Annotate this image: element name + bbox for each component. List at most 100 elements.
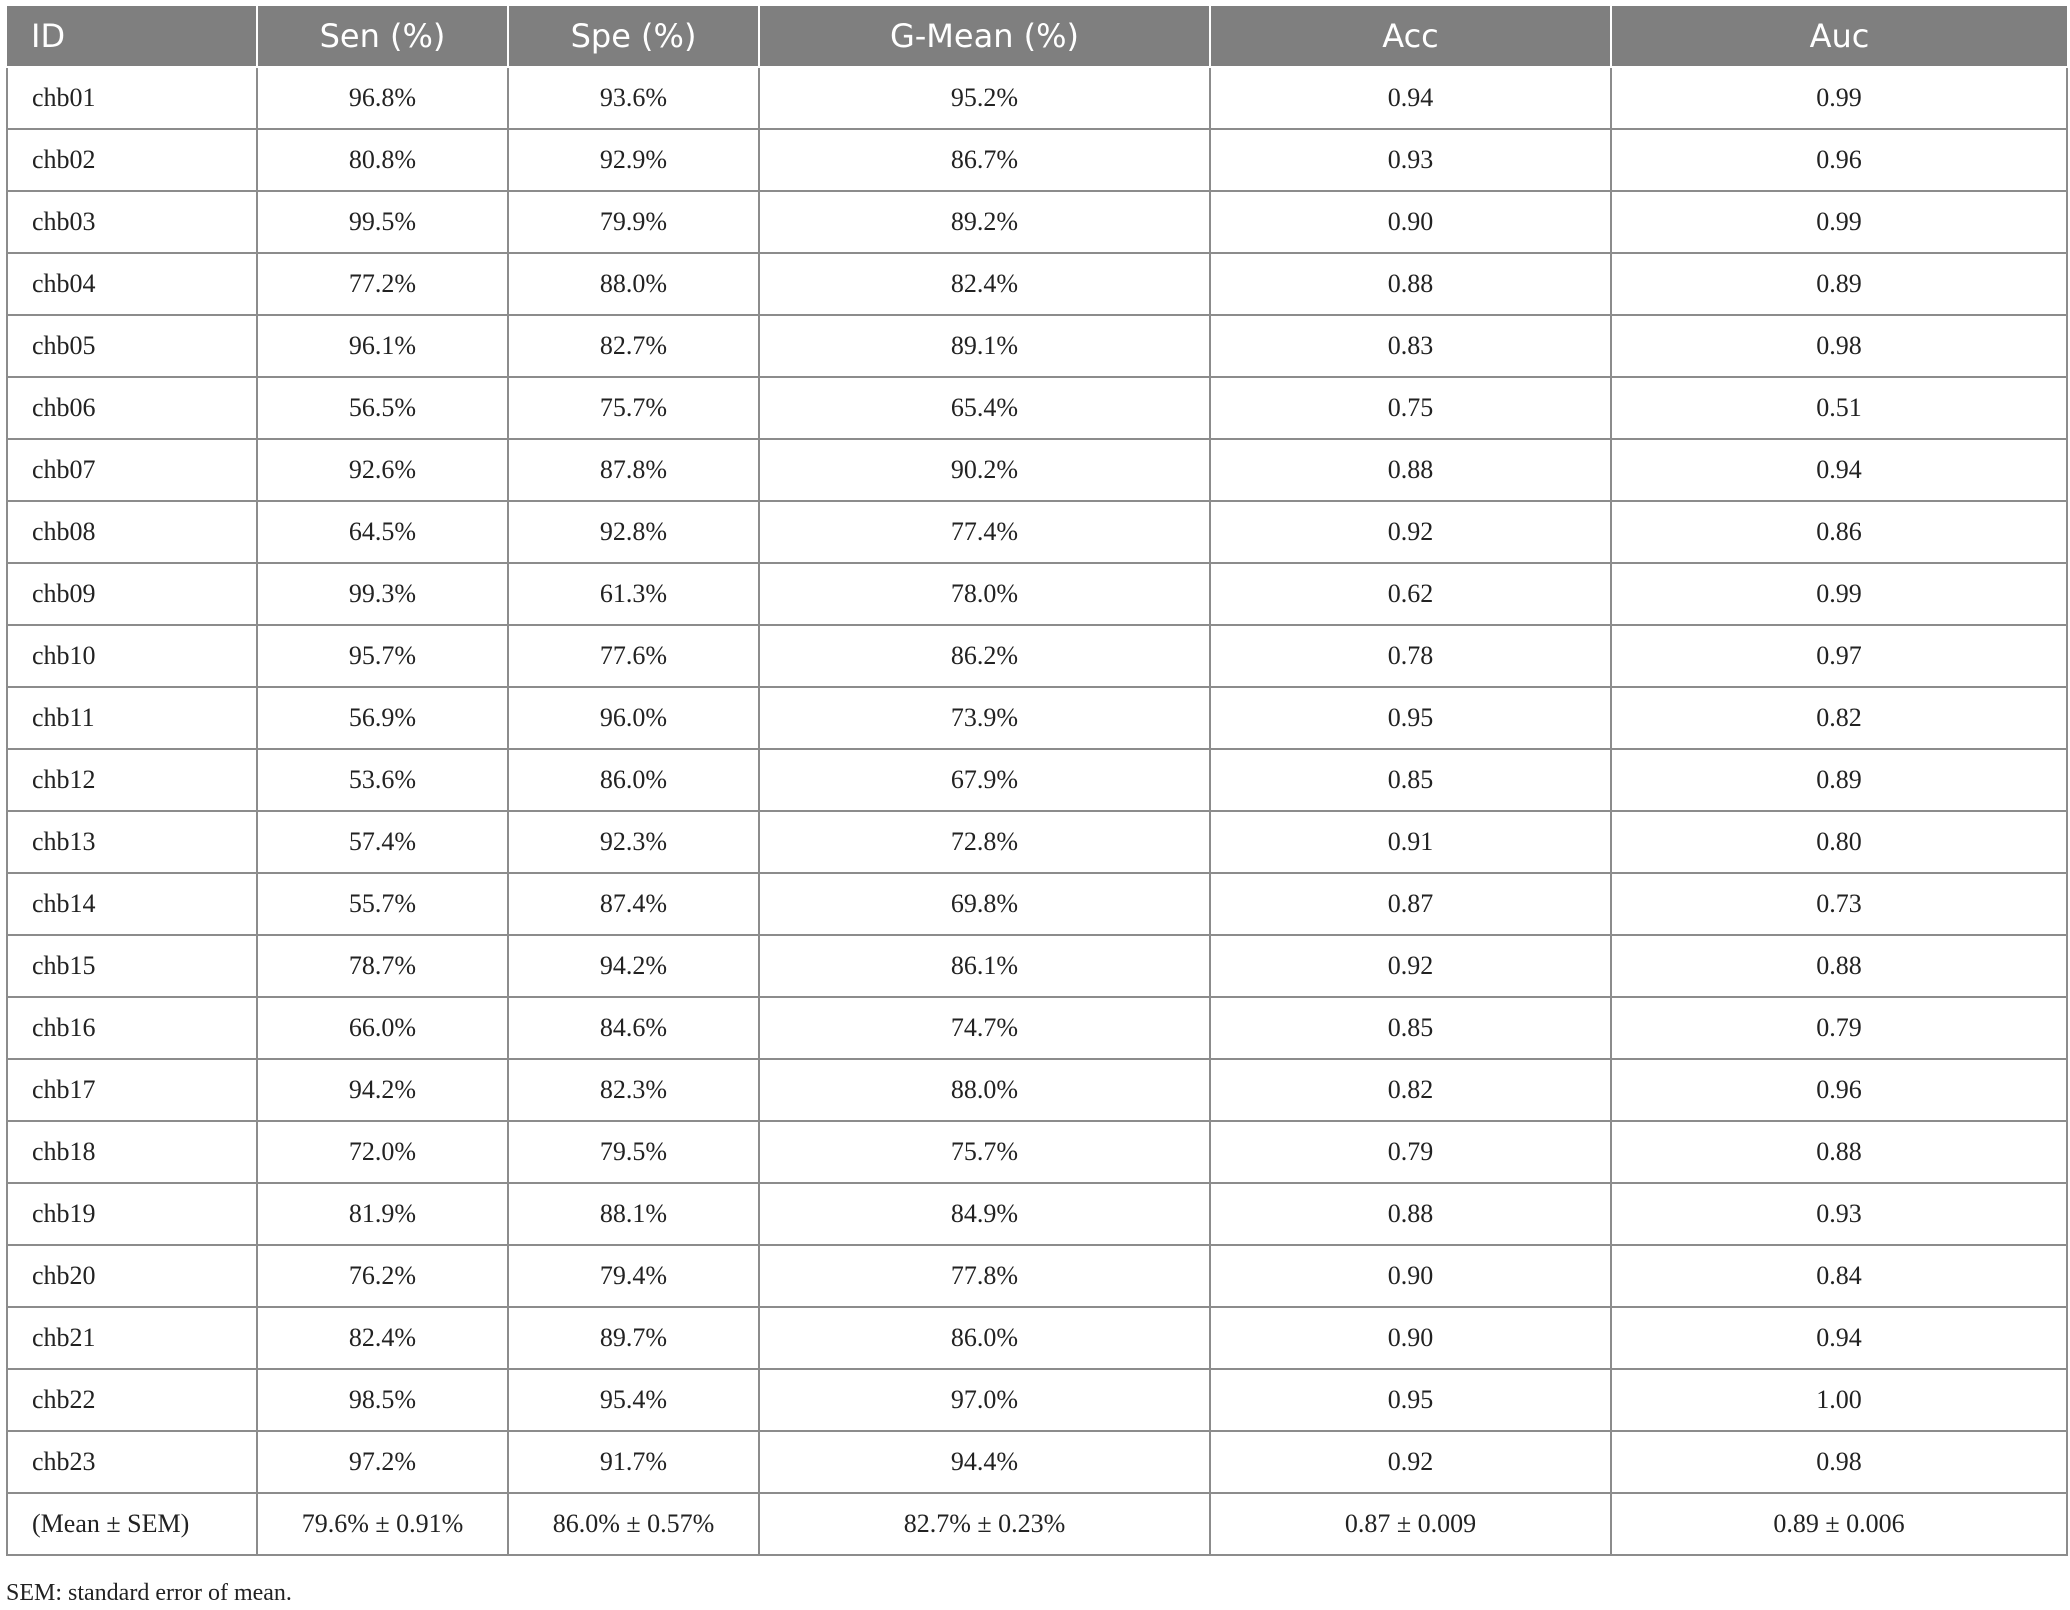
row-id-cell: chb07 bbox=[6, 438, 258, 502]
table-cell: 96.8% bbox=[256, 66, 509, 130]
table-cell: 56.5% bbox=[256, 376, 509, 440]
table-cell: 82.7% ± 0.23% bbox=[758, 1492, 1211, 1556]
table-cell: 53.6% bbox=[256, 748, 509, 812]
table-cell: 92.8% bbox=[507, 500, 760, 564]
table-cell: 0.91 bbox=[1209, 810, 1612, 874]
row-id-cell: chb23 bbox=[6, 1430, 258, 1494]
table-cell: 0.89 bbox=[1610, 748, 2068, 812]
table-cell: 88.0% bbox=[758, 1058, 1211, 1122]
table-cell: 79.5% bbox=[507, 1120, 760, 1184]
table-row: chb23 97.2% 91.7% 94.4% 0.92 0.98 bbox=[6, 1430, 2068, 1494]
table-cell: 0.88 bbox=[1610, 1120, 2068, 1184]
table-cell: 78.0% bbox=[758, 562, 1211, 626]
table-cell: 94.2% bbox=[256, 1058, 509, 1122]
table-cell: 87.8% bbox=[507, 438, 760, 502]
row-id-cell: chb20 bbox=[6, 1244, 258, 1308]
table-cell: 99.3% bbox=[256, 562, 509, 626]
table-cell: 0.84 bbox=[1610, 1244, 2068, 1308]
table-cell: 0.95 bbox=[1209, 1368, 1612, 1432]
table-cell: 88.1% bbox=[507, 1182, 760, 1246]
table-row: chb12 53.6% 86.0% 67.9% 0.85 0.89 bbox=[6, 748, 2068, 812]
table-row: chb11 56.9% 96.0% 73.9% 0.95 0.82 bbox=[6, 686, 2068, 750]
table-cell: 55.7% bbox=[256, 872, 509, 936]
row-id-cell: chb21 bbox=[6, 1306, 258, 1370]
table-cell: 78.7% bbox=[256, 934, 509, 998]
table-row: chb06 56.5% 75.7% 65.4% 0.75 0.51 bbox=[6, 376, 2068, 440]
table-cell: 0.85 bbox=[1209, 996, 1612, 1060]
table-cell: 75.7% bbox=[507, 376, 760, 440]
row-id-cell: chb06 bbox=[6, 376, 258, 440]
row-id-cell: chb01 bbox=[6, 66, 258, 130]
table-cell: 64.5% bbox=[256, 500, 509, 564]
table-cell: 95.7% bbox=[256, 624, 509, 688]
row-id-cell: chb17 bbox=[6, 1058, 258, 1122]
table-cell: 86.1% bbox=[758, 934, 1211, 998]
row-id-cell: chb13 bbox=[6, 810, 258, 874]
table-row: chb07 92.6% 87.8% 90.2% 0.88 0.94 bbox=[6, 438, 2068, 502]
table-cell: 75.7% bbox=[758, 1120, 1211, 1184]
table-cell: 0.88 bbox=[1610, 934, 2068, 998]
table-cell: 77.8% bbox=[758, 1244, 1211, 1308]
row-id-cell: chb09 bbox=[6, 562, 258, 626]
results-table-container: ID Sen (%) Spe (%) G-Mean (%) Acc Auc chb01 96… bbox=[6, 6, 2068, 1556]
table-cell: 97.0% bbox=[758, 1368, 1211, 1432]
table-cell: 89.1% bbox=[758, 314, 1211, 378]
column-header: Spe (%) bbox=[508, 6, 760, 68]
row-id-cell: chb18 bbox=[6, 1120, 258, 1184]
table-cell: 0.89 bbox=[1610, 252, 2068, 316]
row-id-cell: chb14 bbox=[6, 872, 258, 936]
table-cell: 0.92 bbox=[1209, 1430, 1612, 1494]
table-cell: 73.9% bbox=[758, 686, 1211, 750]
table-cell: 57.4% bbox=[256, 810, 509, 874]
table-cell: 69.8% bbox=[758, 872, 1211, 936]
table-cell: 0.86 bbox=[1610, 500, 2068, 564]
table-cell: 72.0% bbox=[256, 1120, 509, 1184]
table-row: chb05 96.1% 82.7% 89.1% 0.83 0.98 bbox=[6, 314, 2068, 378]
table-cell: 0.94 bbox=[1610, 1306, 2068, 1370]
table-cell: 79.9% bbox=[507, 190, 760, 254]
table-cell: 86.7% bbox=[758, 128, 1211, 192]
table-cell: 86.0% bbox=[507, 748, 760, 812]
table-cell: 66.0% bbox=[256, 996, 509, 1060]
table-row: chb18 72.0% 79.5% 75.7% 0.79 0.88 bbox=[6, 1120, 2068, 1184]
table-cell: 0.82 bbox=[1610, 686, 2068, 750]
column-header: Sen (%) bbox=[257, 6, 509, 68]
table-cell: 74.7% bbox=[758, 996, 1211, 1060]
row-id-cell: chb16 bbox=[6, 996, 258, 1060]
table-footnote: SEM: standard error of mean. bbox=[6, 1580, 292, 1606]
results-table: ID Sen (%) Spe (%) G-Mean (%) Acc Auc chb01 96… bbox=[6, 6, 2068, 1556]
column-header: Acc bbox=[1210, 6, 1612, 68]
table-cell: 90.2% bbox=[758, 438, 1211, 502]
table-header-row: ID Sen (%) Spe (%) G-Mean (%) Acc Auc bbox=[7, 6, 2067, 68]
row-id-cell: chb10 bbox=[6, 624, 258, 688]
table-cell: 77.6% bbox=[507, 624, 760, 688]
table-cell: 0.85 bbox=[1209, 748, 1612, 812]
table-cell: 82.4% bbox=[256, 1306, 509, 1370]
table-row: chb01 96.8% 93.6% 95.2% 0.94 0.99 bbox=[6, 66, 2068, 130]
row-id-cell: (Mean ± SEM) bbox=[6, 1492, 258, 1556]
row-id-cell: chb03 bbox=[6, 190, 258, 254]
table-row: chb10 95.7% 77.6% 86.2% 0.78 0.97 bbox=[6, 624, 2068, 688]
table-cell: 89.2% bbox=[758, 190, 1211, 254]
table-row: chb14 55.7% 87.4% 69.8% 0.87 0.73 bbox=[6, 872, 2068, 936]
table-cell: 99.5% bbox=[256, 190, 509, 254]
table-cell: 0.94 bbox=[1209, 66, 1612, 130]
table-cell: 94.2% bbox=[507, 934, 760, 998]
table-row: chb09 99.3% 61.3% 78.0% 0.62 0.99 bbox=[6, 562, 2068, 626]
table-cell: 87.4% bbox=[507, 872, 760, 936]
table-cell: 0.89 ± 0.006 bbox=[1610, 1492, 2068, 1556]
table-row: chb03 99.5% 79.9% 89.2% 0.90 0.99 bbox=[6, 190, 2068, 254]
table-cell: 0.80 bbox=[1610, 810, 2068, 874]
table-cell: 0.79 bbox=[1610, 996, 2068, 1060]
table-cell: 72.8% bbox=[758, 810, 1211, 874]
summary-row: (Mean ± SEM) 79.6% ± 0.91% 86.0% ± 0.57% 82… bbox=[6, 1492, 2068, 1556]
column-header: G-Mean (%) bbox=[759, 6, 1211, 68]
table-cell: 94.4% bbox=[758, 1430, 1211, 1494]
table-cell: 96.0% bbox=[507, 686, 760, 750]
table-cell: 0.62 bbox=[1209, 562, 1612, 626]
table-cell: 77.4% bbox=[758, 500, 1211, 564]
table-cell: 0.96 bbox=[1610, 128, 2068, 192]
table-cell: 0.92 bbox=[1209, 500, 1612, 564]
table-row: chb16 66.0% 84.6% 74.7% 0.85 0.79 bbox=[6, 996, 2068, 1060]
table-cell: 98.5% bbox=[256, 1368, 509, 1432]
